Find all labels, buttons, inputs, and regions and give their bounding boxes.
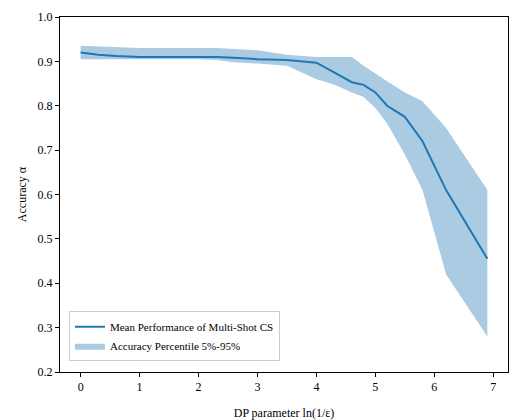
svg-text:1.0: 1.0 xyxy=(38,10,53,24)
svg-text:0.9: 0.9 xyxy=(38,55,53,69)
svg-text:0.3: 0.3 xyxy=(38,321,53,335)
svg-text:0.4: 0.4 xyxy=(38,276,53,290)
svg-text:0.6: 0.6 xyxy=(38,188,53,202)
svg-text:0.2: 0.2 xyxy=(38,365,53,379)
svg-text:DP parameter ln(1/ε): DP parameter ln(1/ε) xyxy=(234,406,335,420)
svg-text:2: 2 xyxy=(196,380,202,394)
svg-text:0: 0 xyxy=(78,380,84,394)
svg-text:Accuracy Percentile 5%-95%: Accuracy Percentile 5%-95% xyxy=(110,340,240,352)
svg-text:5: 5 xyxy=(372,380,378,394)
svg-text:0.7: 0.7 xyxy=(38,143,53,157)
svg-text:0.8: 0.8 xyxy=(38,99,53,113)
svg-text:1: 1 xyxy=(137,380,143,394)
svg-text:4: 4 xyxy=(313,380,319,394)
svg-text:Mean Performance of Multi-Shot: Mean Performance of Multi-Shot CS xyxy=(110,321,273,333)
svg-text:Accuracy α: Accuracy α xyxy=(15,166,29,222)
svg-text:0.5: 0.5 xyxy=(38,232,53,246)
svg-text:7: 7 xyxy=(490,380,496,394)
svg-text:6: 6 xyxy=(431,380,437,394)
svg-text:3: 3 xyxy=(254,380,260,394)
